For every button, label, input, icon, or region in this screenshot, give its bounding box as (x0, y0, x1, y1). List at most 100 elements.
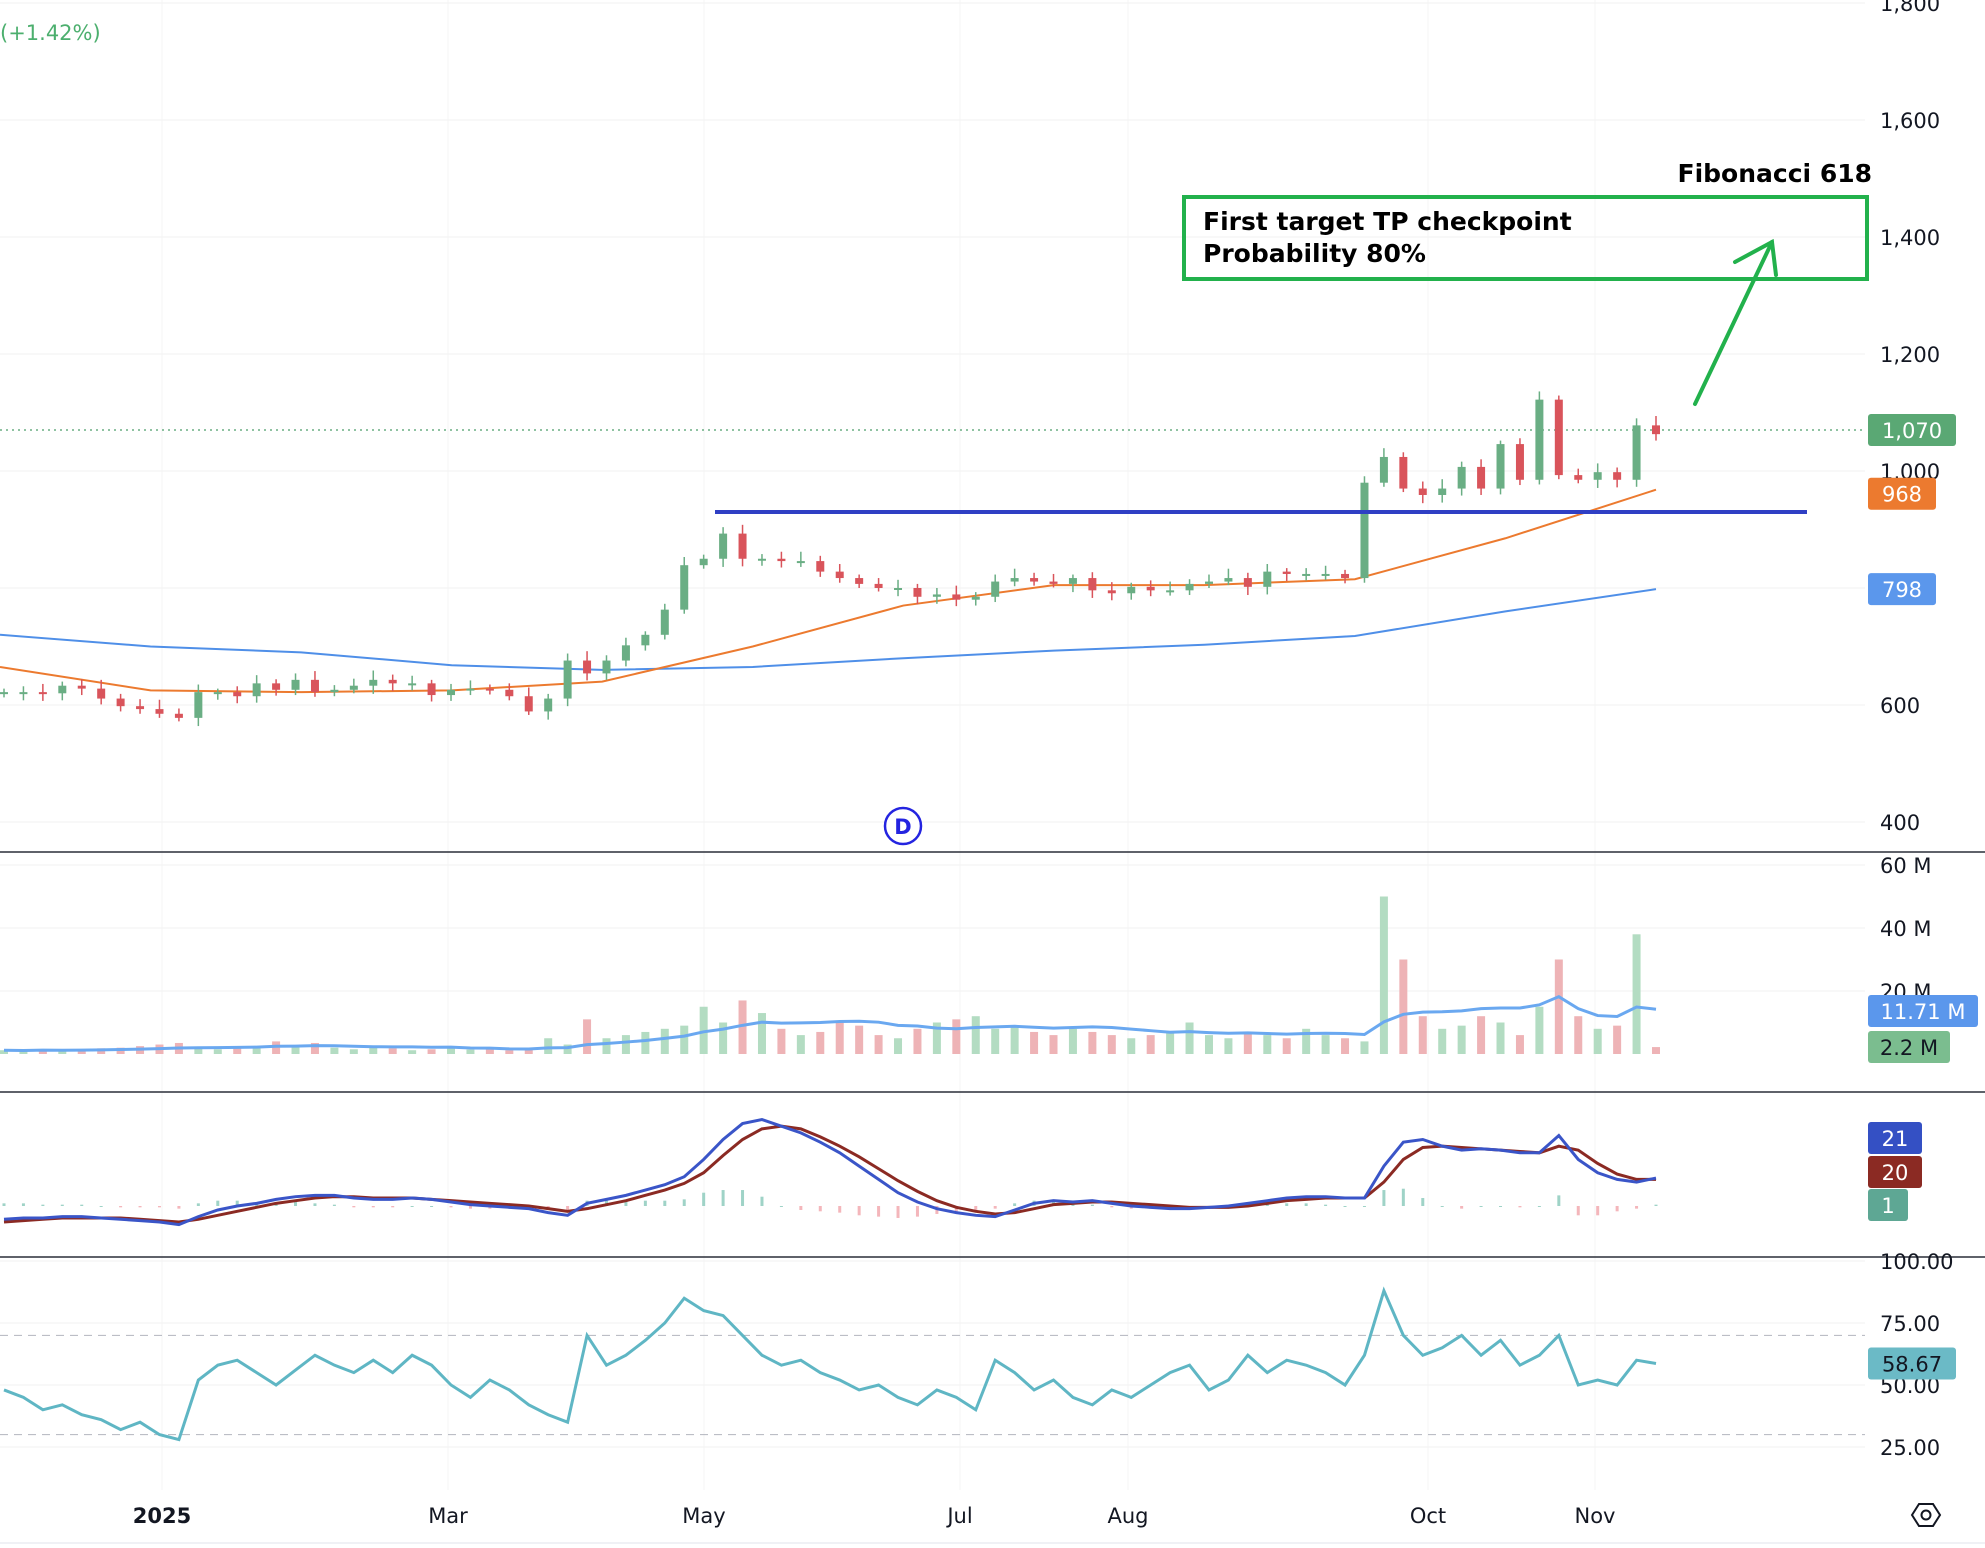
candle-body (1049, 581, 1058, 584)
rsi-pane[interactable] (0, 1286, 1865, 1442)
candle (1496, 440, 1505, 495)
candle-body (1224, 578, 1233, 582)
price-pane[interactable] (0, 391, 1865, 727)
macd-pane[interactable] (2, 1117, 1658, 1227)
candle-body (971, 596, 980, 600)
fibonacci-annotation[interactable]: Fibonacci 618 First target TP checkpoint… (1182, 159, 1872, 406)
candle-body (447, 689, 456, 696)
candle-body (116, 698, 125, 707)
volume-bar (738, 1000, 747, 1054)
volume-bar (621, 1035, 630, 1054)
volume-tick: 40 M (1880, 917, 1932, 941)
volume-bar (310, 1042, 319, 1054)
candle (602, 655, 611, 680)
volume-bar (544, 1038, 553, 1054)
volume-moving-average (3, 994, 1657, 1053)
time-tick: Oct (1410, 1504, 1446, 1528)
rsi-line (3, 1286, 1657, 1442)
candle (466, 680, 475, 696)
rsi-tag-bg (1868, 1347, 1956, 1380)
candle (213, 688, 222, 700)
candle-body (505, 689, 514, 697)
ma-slow-tag: 798 (1868, 573, 1936, 606)
volume-bar (194, 1047, 203, 1054)
candle-body (991, 581, 1000, 597)
candle (58, 681, 67, 701)
candle-body (816, 561, 825, 572)
volume-pane[interactable] (0, 896, 1660, 1055)
candle-body (174, 713, 183, 718)
volume-tag: 2.2 M (1868, 1031, 1950, 1063)
macd-histogram-bar (2, 1203, 6, 1206)
volume-bar (1554, 959, 1563, 1054)
volume-bar (213, 1049, 222, 1054)
macd-histogram-bar (1013, 1203, 1017, 1206)
candle-body (466, 688, 475, 691)
candle (447, 683, 456, 701)
candle-body (932, 594, 941, 597)
candle (0, 688, 8, 698)
macd-histogram-bar (857, 1206, 861, 1216)
volume-bar (874, 1035, 883, 1054)
candle-body (835, 571, 844, 579)
volume-bar (1049, 1035, 1058, 1054)
macd-histogram-bar (624, 1200, 628, 1206)
volume-bar (1010, 1025, 1019, 1054)
price-tick: 1,600 (1880, 109, 1940, 133)
candle-body (952, 594, 961, 600)
candle (991, 574, 1000, 603)
volume-bar (1127, 1038, 1136, 1054)
candle (77, 679, 86, 696)
volume-tick: 60 M (1880, 854, 1932, 878)
marker-label: D (894, 815, 911, 839)
macd-histogram-bar (216, 1200, 220, 1206)
last-price-tag-bg (1868, 414, 1956, 447)
macd-histogram-bar (21, 1203, 25, 1206)
macd-histogram-bar (760, 1196, 764, 1206)
candle-body (1457, 466, 1466, 489)
candle (1088, 572, 1097, 598)
settings-icon[interactable] (1910, 1503, 1942, 1527)
candle (1360, 476, 1369, 583)
candle-body (213, 692, 222, 695)
macd-histogram-bar (391, 1206, 395, 1208)
candle (1438, 479, 1447, 503)
candle-body (233, 692, 242, 697)
candle-body (1652, 425, 1660, 435)
volume-tag-text: 2.2 M (1880, 1036, 1938, 1060)
volume-ma-tag-text: 11.71 M (1881, 1000, 1966, 1024)
volume-bar (447, 1047, 456, 1054)
macd-histogram-bar (332, 1204, 336, 1206)
candle (1554, 395, 1563, 480)
time-tick: Jul (945, 1504, 972, 1528)
macd-tag: 21 (1868, 1122, 1922, 1154)
change-percent: (+1.42%) (0, 21, 101, 45)
candle-body (58, 685, 67, 694)
candle-body (388, 679, 397, 684)
candle (1166, 581, 1175, 596)
macd-histogram-bar (1401, 1188, 1405, 1206)
candle-body (855, 578, 864, 584)
candle-body (913, 588, 922, 597)
candle (174, 708, 183, 722)
volume-bar (38, 1049, 47, 1054)
candle (855, 574, 864, 588)
candle-body (1127, 586, 1136, 594)
candle-body (155, 709, 164, 714)
candle (621, 637, 630, 667)
dividend-marker[interactable]: D (883, 806, 923, 846)
histogram-tag: 1 (1868, 1189, 1908, 1221)
volume-bar (602, 1038, 611, 1054)
candle (291, 673, 300, 696)
candle (349, 678, 358, 694)
candle (971, 592, 980, 606)
candle (1010, 568, 1019, 587)
volume-bar (369, 1047, 378, 1054)
macd-histogram-bar (468, 1206, 472, 1209)
rsi-tag-text: 58.67 (1882, 1352, 1942, 1376)
macd-histogram-bar (196, 1203, 200, 1206)
macd-histogram-bar (1635, 1206, 1639, 1209)
macd-histogram-bar (1285, 1203, 1289, 1206)
